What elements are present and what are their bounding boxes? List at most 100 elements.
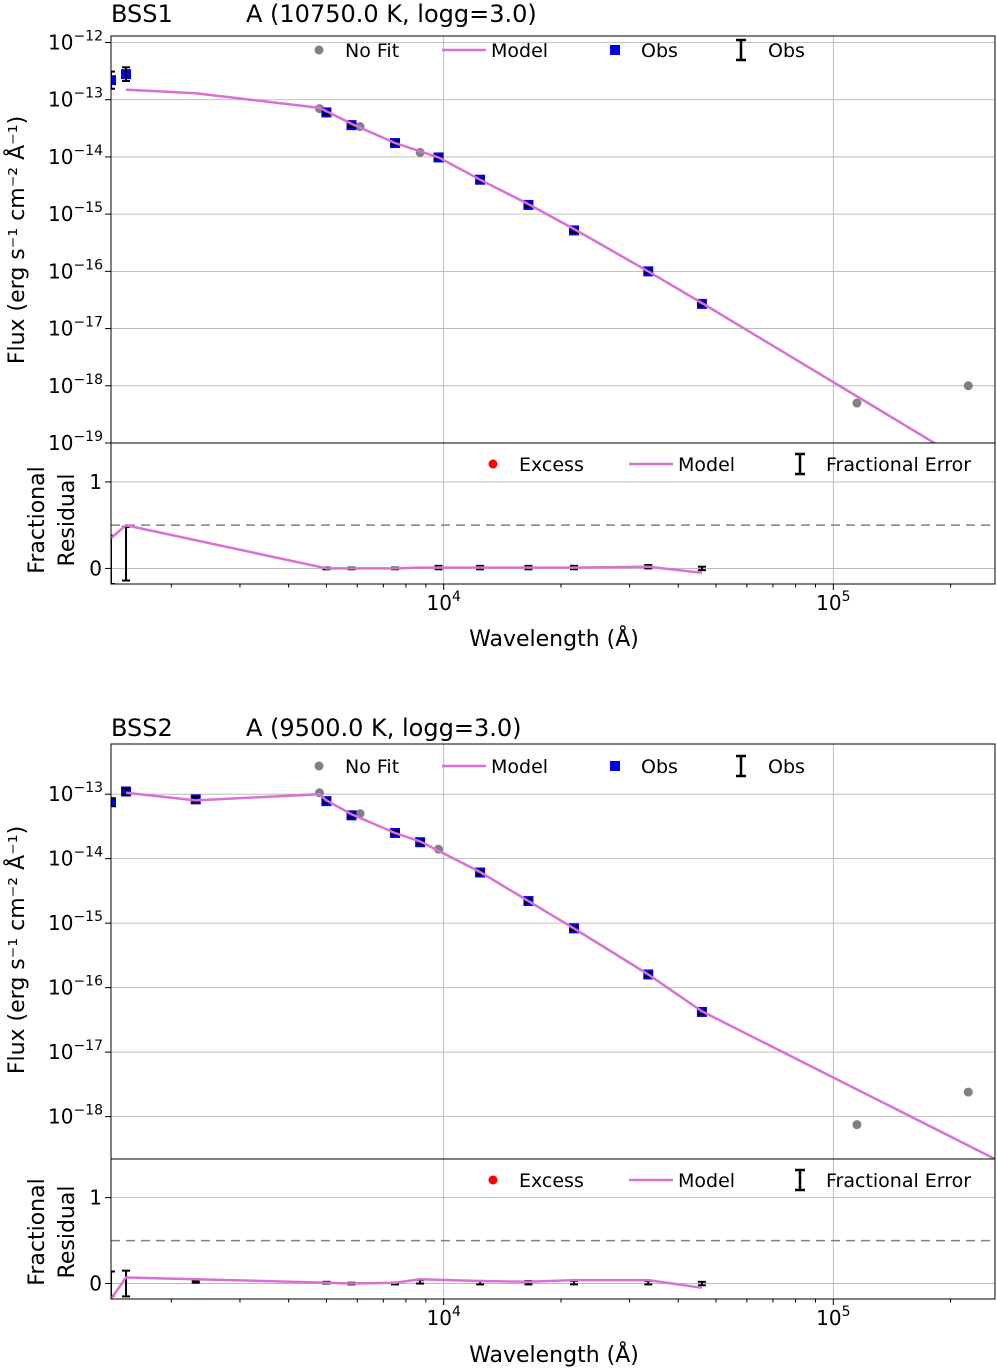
legend-model-label: Model [678, 454, 735, 476]
tick-base: 10 [816, 591, 841, 615]
tick-base: 10 [48, 1105, 73, 1129]
tick-base: 10 [816, 1306, 841, 1330]
y-axis-label-residual: Residual [55, 474, 80, 567]
chart-title-id: BSS1 [111, 0, 173, 28]
chart-title-id: BSS2 [111, 714, 173, 742]
tick-exponent: −16 [73, 974, 103, 990]
y-tick-label: 10−15 [48, 909, 103, 935]
legend-bottom: Excess Model Fractional Error [488, 452, 971, 476]
y-tick-label: 10−17 [48, 1038, 103, 1064]
legend-excess-label: Excess [519, 1170, 584, 1192]
tick-base: 10 [48, 374, 73, 398]
tick-exponent: 5 [842, 1304, 851, 1320]
tick-base: 10 [48, 911, 73, 935]
tick-base: 10 [48, 782, 73, 806]
x-ticks [170, 584, 952, 590]
bottom-panel-frame [110, 442, 996, 585]
tick-exponent: −17 [73, 1038, 103, 1054]
y-tick-label: 10−13 [48, 86, 103, 112]
y-axis-label-residual: Fractional [25, 1178, 50, 1285]
legend-excess-marker [488, 459, 498, 469]
x-axis-label: Wavelength (Å) [469, 1341, 639, 1368]
nofit-point [852, 1120, 862, 1130]
y-axis-label-flux: Flux (erg s⁻¹ cm⁻² Å⁻¹) [3, 826, 30, 1074]
y-tick-label: 10−18 [48, 372, 103, 398]
tick-exponent: −14 [73, 845, 103, 861]
grid [111, 744, 995, 1299]
tick-exponent: −15 [73, 200, 103, 216]
nofit-point [963, 1087, 973, 1097]
tick-exponent: −18 [73, 1103, 103, 1119]
residual-model-line [111, 1276, 703, 1299]
tick-base: 10 [48, 1040, 73, 1064]
tick-exponent: 4 [452, 589, 461, 605]
legend-nofit-marker [314, 45, 324, 55]
tick-base: 10 [48, 976, 73, 1000]
legend-top: No Fit Model Obs Obs [314, 754, 805, 778]
bottom-panel-data [111, 523, 706, 584]
tick-base: 10 [48, 259, 73, 283]
tick-base: 10 [48, 88, 73, 112]
tick-base: 10 [427, 591, 452, 615]
x-tick-label: 104 [427, 589, 461, 615]
tick-base: 10 [48, 431, 73, 455]
tick-exponent: −18 [73, 372, 103, 388]
y-tick-label: 10−18 [48, 1103, 103, 1129]
x-tick-label: 105 [816, 589, 850, 615]
legend-model-label: Model [491, 40, 548, 62]
legend-nofit-label: No Fit [345, 756, 399, 778]
chart-1: BSS1 A (10750.0 K, logg=3.0)104 10510−1210… [3, 0, 996, 652]
y-axis-label-flux: Flux (erg s⁻¹ cm⁻² Å⁻¹) [3, 116, 30, 364]
tick-exponent: −17 [73, 315, 103, 331]
y-tick-label: 1 [89, 470, 102, 494]
nofit-point [963, 381, 973, 391]
tick-exponent: −12 [73, 29, 103, 45]
tick-base: 10 [48, 317, 73, 341]
tick-exponent: −15 [73, 909, 103, 925]
legend-obs-error-label: Obs [768, 756, 805, 778]
y-tick-label: 10−14 [48, 143, 103, 169]
legend-obs-label: Obs [641, 40, 678, 62]
legend-top: No Fit Model Obs Obs [314, 38, 805, 62]
model-line [125, 88, 937, 443]
y-axis-label-residual: Residual [55, 1186, 80, 1279]
y-tick-label: 1 [89, 1186, 102, 1210]
legend-excess-label: Excess [519, 454, 584, 476]
y-tick-label: 10−13 [48, 780, 103, 806]
top-panel-data [111, 66, 973, 443]
y-ticks-top [105, 42, 111, 444]
y-axis-label-residual: Fractional [25, 466, 50, 573]
tick-exponent: 4 [452, 1304, 461, 1320]
y-tick-label: 10−16 [48, 257, 103, 283]
legend-model-label: Model [491, 756, 548, 778]
x-ticks [170, 1299, 952, 1305]
legend-nofit-marker [314, 761, 324, 771]
tick-exponent: 5 [842, 589, 851, 605]
tick-base: 10 [48, 202, 73, 226]
legend-model-label: Model [678, 1170, 735, 1192]
chart-2: BSS2 A (9500.0 K, logg=3.0)104 10510−1310−… [3, 714, 996, 1368]
tick-exponent: −13 [73, 780, 103, 796]
top-panel-frame [110, 743, 996, 1160]
bottom-panel-data [111, 1269, 706, 1299]
tick-exponent: −13 [73, 86, 103, 102]
tick-base: 10 [427, 1306, 452, 1330]
chart-title-model: A (10750.0 K, logg=3.0) [246, 0, 537, 28]
y-tick-label: 10−15 [48, 200, 103, 226]
x-axis-label: Wavelength (Å) [469, 625, 639, 652]
tick-base: 10 [48, 145, 73, 169]
bottom-panel-frame [110, 1158, 996, 1300]
legend-obs-error-label: Obs [768, 40, 805, 62]
nofit-point [852, 398, 862, 408]
y-ticks-top [105, 793, 111, 1118]
y-tick-label: 10−12 [48, 29, 103, 55]
y-tick-label: 0 [89, 1272, 102, 1296]
grid [111, 36, 995, 584]
legend-bottom: Excess Model Fractional Error [488, 1168, 971, 1192]
y-tick-label: 10−17 [48, 315, 103, 341]
legend-nofit-label: No Fit [345, 40, 399, 62]
y-tick-label: 10−16 [48, 974, 103, 1000]
top-panel-data [111, 786, 995, 1159]
legend-obs-marker [610, 45, 620, 55]
